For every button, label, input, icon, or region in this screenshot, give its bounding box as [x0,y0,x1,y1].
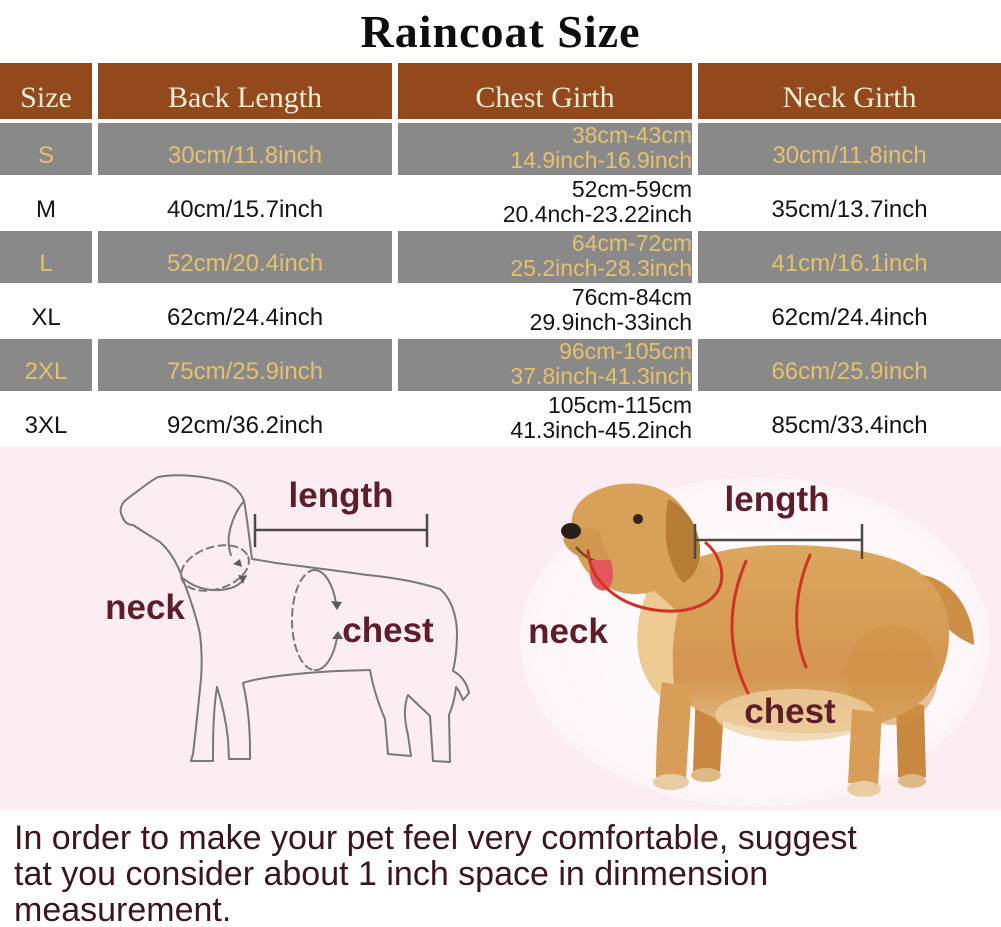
neck-measure-line [586,541,724,613]
dog-leg [656,682,692,778]
arrowhead [332,631,343,639]
chest-label: chest [342,611,434,650]
arrowhead [331,601,342,610]
back-length-cell: 75cm/25.9inch [98,339,392,391]
measurement-diagram: length neck chest [0,447,1001,810]
chest-girth-cell: 52cm-59cm 20.4nch-23.22inch [398,177,692,229]
dog-nose [561,523,581,539]
note-text: In order to make your pet feel very comf… [0,810,1001,927]
chest-girth-inch: 20.4nch-23.22inch [502,201,692,227]
chest-girth-cell: 64cm-72cm 25.2inch-28.3inch [398,231,692,283]
chest-girth-cell: 76cm-84cm 29.9inch-33inch [398,285,692,337]
table-row: S 30cm/11.8inch 38cm-43cm 14.9inch-16.9i… [0,123,1001,175]
dog-thigh [846,625,938,725]
chest-girth-inch: 41.3inch-45.2inch [510,417,692,443]
neck-measure-ellipse [180,544,250,592]
golden-retriever-illustration [561,483,974,797]
chest-girth-inch: 14.9inch-16.9inch [510,147,692,173]
note-line: tat you consider about 1 inch space in d… [14,855,769,893]
column-header-size: Size [0,63,92,119]
dog-paw [653,774,689,790]
chest-girth-cm: 96cm-105cm [559,338,692,364]
chest-measure-line-rear [795,553,812,669]
chest-girth-inch: 37.8inch-41.3inch [510,363,692,389]
length-label: length [289,476,394,515]
table-row: XL 62cm/24.4inch 76cm-84cm 29.9inch-33in… [0,285,1001,337]
dog-photo-diagram: length neck chest [520,477,990,807]
dog-belly-fur [715,689,875,741]
table-row: 2XL 75cm/25.9inch 96cm-105cm 37.8inch-41… [0,339,1001,391]
arrowhead [233,559,242,567]
neck-girth-cell: 62cm/24.4inch [698,285,1001,337]
back-length-cell: 62cm/24.4inch [98,285,392,337]
dog-sketch-outline [119,474,470,763]
table-row: M 40cm/15.7inch 52cm-59cm 20.4nch-23.22i… [0,177,1001,229]
length-label: length [725,480,830,519]
dog-paw [898,774,926,788]
neck-girth-cell: 35cm/13.7inch [698,177,1001,229]
back-length-cell: 52cm/20.4inch [98,231,392,283]
size-cell: L [0,231,92,283]
length-measure-line [253,514,429,547]
neck-girth-cell: 41cm/16.1inch [698,231,1001,283]
note-line: measurement. [14,891,232,927]
page-title: Raincoat Size [360,6,641,57]
chest-girth-cm: 64cm-72cm [571,230,692,256]
neck-girth-cell: 85cm/33.4inch [698,393,1001,445]
neck-label: neck [105,588,185,627]
dog-paw [847,781,881,797]
size-cell: XL [0,285,92,337]
chest-girth-cm: 76cm-84cm [571,284,692,310]
chest-measure-ellipse [291,569,343,672]
dog-leg [848,709,882,785]
table-row: L 52cm/20.4inch 64cm-72cm 25.2inch-28.3i… [0,231,1001,283]
table-row: 3XL 92cm/36.2inch 105cm-115cm 41.3inch-4… [0,393,1001,445]
table-header-row: Size Back Length Chest Girth Neck Girth [0,63,1001,119]
dog-eye [633,514,643,524]
dog-tongue [590,560,614,591]
chest-label: chest [744,692,836,731]
back-length-cell: 40cm/15.7inch [98,177,392,229]
arrowhead [238,575,246,584]
chest-girth-cell: 96cm-105cm 37.8inch-41.3inch [398,339,692,391]
chest-measure-line-front [730,559,750,695]
chest-girth-cell: 38cm-43cm 14.9inch-16.9inch [398,123,692,175]
chest-girth-cm: 38cm-43cm [571,122,692,148]
chest-girth-inch: 29.9inch-33inch [529,309,692,335]
neck-label: neck [528,612,608,651]
neck-girth-cell: 30cm/11.8inch [698,123,1001,175]
note-line: In order to make your pet feel very comf… [14,819,857,857]
dog-chest-fur [637,587,678,708]
size-cell: 3XL [0,393,92,445]
dog-ear [665,499,701,583]
size-cell: M [0,177,92,229]
length-measure-line [693,524,864,559]
column-header-neck: Neck Girth [698,63,1001,119]
back-length-cell: 30cm/11.8inch [98,123,392,175]
column-header-chest: Chest Girth [398,63,692,119]
neck-girth-cell: 66cm/25.9inch [698,339,1001,391]
size-cell: S [0,123,92,175]
dog-sketch-diagram: length neck chest [105,474,470,763]
chest-girth-cm: 52cm-59cm [571,176,692,202]
size-cell: 2XL [0,339,92,391]
column-header-back: Back Length [98,63,392,119]
back-length-cell: 92cm/36.2inch [98,393,392,445]
dog-paw [691,768,721,782]
size-table: Size Back Length Chest Girth Neck Girth … [0,63,1001,445]
chest-girth-cm: 105cm-115cm [547,392,692,418]
chest-girth-cell: 105cm-115cm 41.3inch-45.2inch [398,393,692,445]
chest-girth-inch: 25.2inch-28.3inch [510,255,692,281]
